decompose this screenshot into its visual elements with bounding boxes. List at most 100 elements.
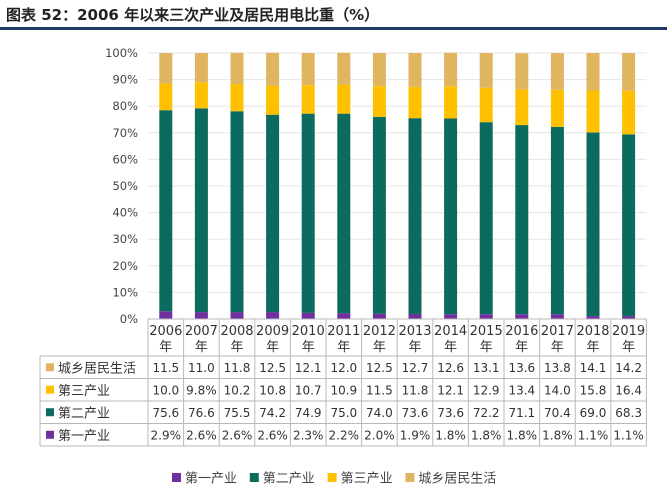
bar-segment [372, 313, 386, 319]
data-label: 13.8 [544, 361, 571, 375]
bar-segment [372, 53, 386, 87]
x-tick-label: 2013 年 [398, 324, 431, 355]
data-label: 72.2 [473, 406, 500, 420]
data-label: 11.0 [188, 361, 215, 375]
bar-segment [408, 313, 422, 319]
x-tick-label: 2015 年 [470, 324, 503, 355]
bar-segment [194, 82, 208, 109]
x-tick-label: 2006 年 [149, 324, 182, 355]
data-label: 75.0 [330, 406, 357, 420]
legend-swatch [249, 473, 259, 482]
bar-segment [586, 53, 600, 91]
bar-segment [479, 53, 493, 88]
bar-segment [337, 313, 351, 319]
bar-segment [230, 52, 244, 85]
bar-segment [550, 53, 564, 90]
x-tick-label: 2018 年 [576, 324, 609, 355]
data-label: 13.4 [508, 383, 535, 397]
table-row-label: 第一产业 [58, 429, 110, 444]
data-label: 2.6% [257, 428, 288, 442]
y-tick-label: 100% [105, 46, 138, 60]
bar-segment [159, 53, 173, 84]
data-label: 1.8% [435, 428, 466, 442]
x-tick-label: 2009 年 [256, 324, 289, 355]
bar-segment [622, 316, 636, 319]
data-label: 1.8% [542, 428, 573, 442]
bar-segment [266, 312, 280, 319]
y-tick-label: 30% [112, 232, 138, 246]
bar-segment [301, 53, 315, 86]
bar-segment [301, 85, 315, 114]
data-label: 2.6% [222, 428, 253, 442]
bar-segment [337, 113, 351, 314]
data-label: 11.8 [402, 383, 429, 397]
y-tick-label: 40% [112, 206, 138, 220]
data-label: 11.8 [224, 361, 251, 375]
bar-segment [586, 316, 600, 319]
data-label: 71.1 [508, 406, 535, 420]
bar-segment [444, 314, 458, 319]
bar-segment [194, 53, 208, 83]
data-label: 1.1% [613, 428, 644, 442]
data-label: 10.2 [224, 383, 251, 397]
data-label: 12.1 [437, 383, 464, 397]
data-label: 13.1 [473, 361, 500, 375]
data-label: 10.7 [295, 383, 322, 397]
legend-swatch [46, 408, 54, 417]
x-tick-label: 2012 年 [363, 324, 396, 355]
data-label: 74.0 [366, 406, 393, 420]
x-tick-label: 2016 年 [505, 324, 538, 355]
data-label: 2.3% [293, 428, 324, 442]
x-tick-label: 2007 年 [185, 324, 218, 355]
y-tick-label: 80% [112, 99, 138, 113]
bar-segment [337, 52, 351, 85]
bar-segment [159, 311, 173, 319]
data-label: 12.9 [473, 383, 500, 397]
legend-label: 城乡居民生活 [418, 472, 496, 487]
data-label: 74.2 [259, 406, 286, 420]
bar-segment [550, 89, 564, 127]
y-tick-label: 0% [120, 312, 138, 326]
data-label: 1.1% [578, 428, 609, 442]
data-label: 10.9 [330, 383, 357, 397]
bar-segment [586, 90, 600, 133]
data-label: 75.6 [152, 406, 179, 420]
y-tick-label: 60% [112, 152, 138, 166]
data-label: 74.9 [295, 406, 322, 420]
data-label: 14.0 [544, 383, 571, 397]
y-tick-label: 90% [112, 73, 138, 87]
data-label: 1.8% [471, 428, 502, 442]
data-label: 2.2% [329, 428, 360, 442]
bar-segment [301, 113, 315, 313]
legend-label: 第二产业 [263, 472, 315, 487]
bar-segment [408, 118, 422, 314]
bar-segment [515, 53, 529, 90]
data-label: 76.6 [188, 406, 215, 420]
bar-segment [266, 85, 280, 115]
bar-segment [550, 126, 564, 315]
data-label: 11.5 [366, 383, 393, 397]
y-tick-label: 20% [112, 259, 138, 273]
data-label: 14.2 [615, 361, 642, 375]
bar-segment [479, 87, 493, 123]
x-tick-label: 2010 年 [292, 324, 325, 355]
data-label: 1.8% [507, 428, 538, 442]
data-label: 73.6 [402, 406, 429, 420]
y-tick-label: 10% [112, 285, 138, 299]
x-tick-label: 2019 年 [612, 324, 645, 355]
data-label: 10.8 [259, 383, 286, 397]
bar-segment [194, 108, 208, 313]
bar-segment [266, 114, 280, 313]
data-label: 1.9% [400, 428, 431, 442]
legend-swatch [172, 473, 181, 482]
legend-label: 第三产业 [341, 472, 393, 487]
bar-segment [515, 89, 529, 126]
data-label: 68.3 [615, 406, 642, 420]
bar-segment [159, 110, 173, 312]
data-label: 11.5 [152, 361, 179, 375]
data-label: 2.6% [186, 428, 217, 442]
bar-segment [230, 111, 244, 313]
y-tick-label: 50% [112, 179, 138, 193]
data-label: 9.8% [186, 383, 217, 397]
data-label: 10.0 [152, 383, 179, 397]
